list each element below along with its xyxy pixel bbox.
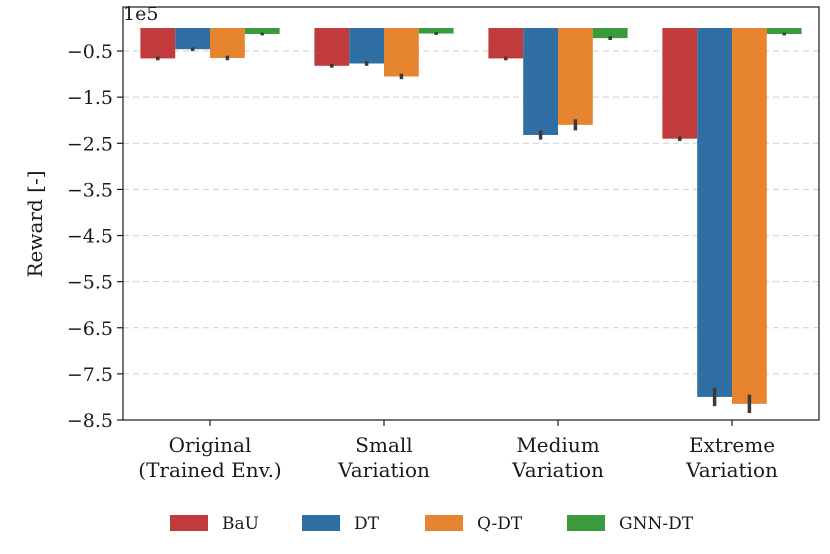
bar-q-dt [558,28,593,125]
bar-q-dt [210,28,245,58]
y-tick-label: −4.5 [67,226,113,248]
x-tick-label: Original [169,433,252,457]
y-tick-label: −0.5 [67,41,113,63]
y-tick-label: −1.5 [67,87,113,109]
x-tick-label: Medium [516,433,599,457]
legend-label-bau: BaU [222,514,259,534]
legend: BaU DT Q-DT GNN-DT [170,514,694,534]
bars [140,28,802,404]
bar-q-dt [732,28,767,404]
legend-label-q-dt: Q-DT [477,514,523,534]
x-tick-label: Variation [337,458,430,482]
plot-frame [122,6,820,421]
bar-dt [349,28,384,64]
x-tick-label: Variation [685,458,778,482]
bar-bau [662,28,698,139]
error-bars [156,32,786,414]
legend-swatch-dt [302,515,340,531]
y-tick-label: −2.5 [67,133,113,155]
bar-bau [314,28,350,66]
legend-label-gnn-dt: GNN-DT [619,514,694,534]
bar-gnn-dt [592,28,628,39]
bar-q-dt [384,28,419,77]
legend-swatch-bau [170,515,208,531]
axis-exponent-label: 1e5 [123,3,158,25]
y-tick-label: −8.5 [67,410,113,432]
bar-bau [140,28,176,59]
bar-bau [488,28,524,59]
y-tick-label: −7.5 [67,364,113,386]
bar-gnn-dt [244,28,280,34]
legend-swatch-gnn-dt [567,515,605,531]
legend-swatch-q-dt [425,515,463,531]
x-tick-label: (Trained Env.) [138,458,281,482]
bar-gnn-dt [418,28,454,34]
bar-dt [175,28,210,50]
x-tick-label: Small [355,433,412,457]
x-tick-label: Extreme [689,433,775,457]
y-axis-title: Reward [-] [23,170,47,277]
y-tick-label: −5.5 [67,272,113,294]
bar-dt [697,28,732,397]
y-tick-label: −3.5 [67,179,113,201]
bar-dt [523,28,558,135]
x-tick-label: Variation [511,458,604,482]
legend-label-dt: DT [354,514,380,534]
y-tick-label: −6.5 [67,318,113,340]
x-axis: Original(Trained Env.)SmallVariationMedi… [138,420,778,482]
y-axis: −0.5 −1.5 −2.5 −3.5 −4.5 −5.5 −6.5 −7.5 −8.5 [67,41,123,432]
bar-gnn-dt [766,28,802,34]
